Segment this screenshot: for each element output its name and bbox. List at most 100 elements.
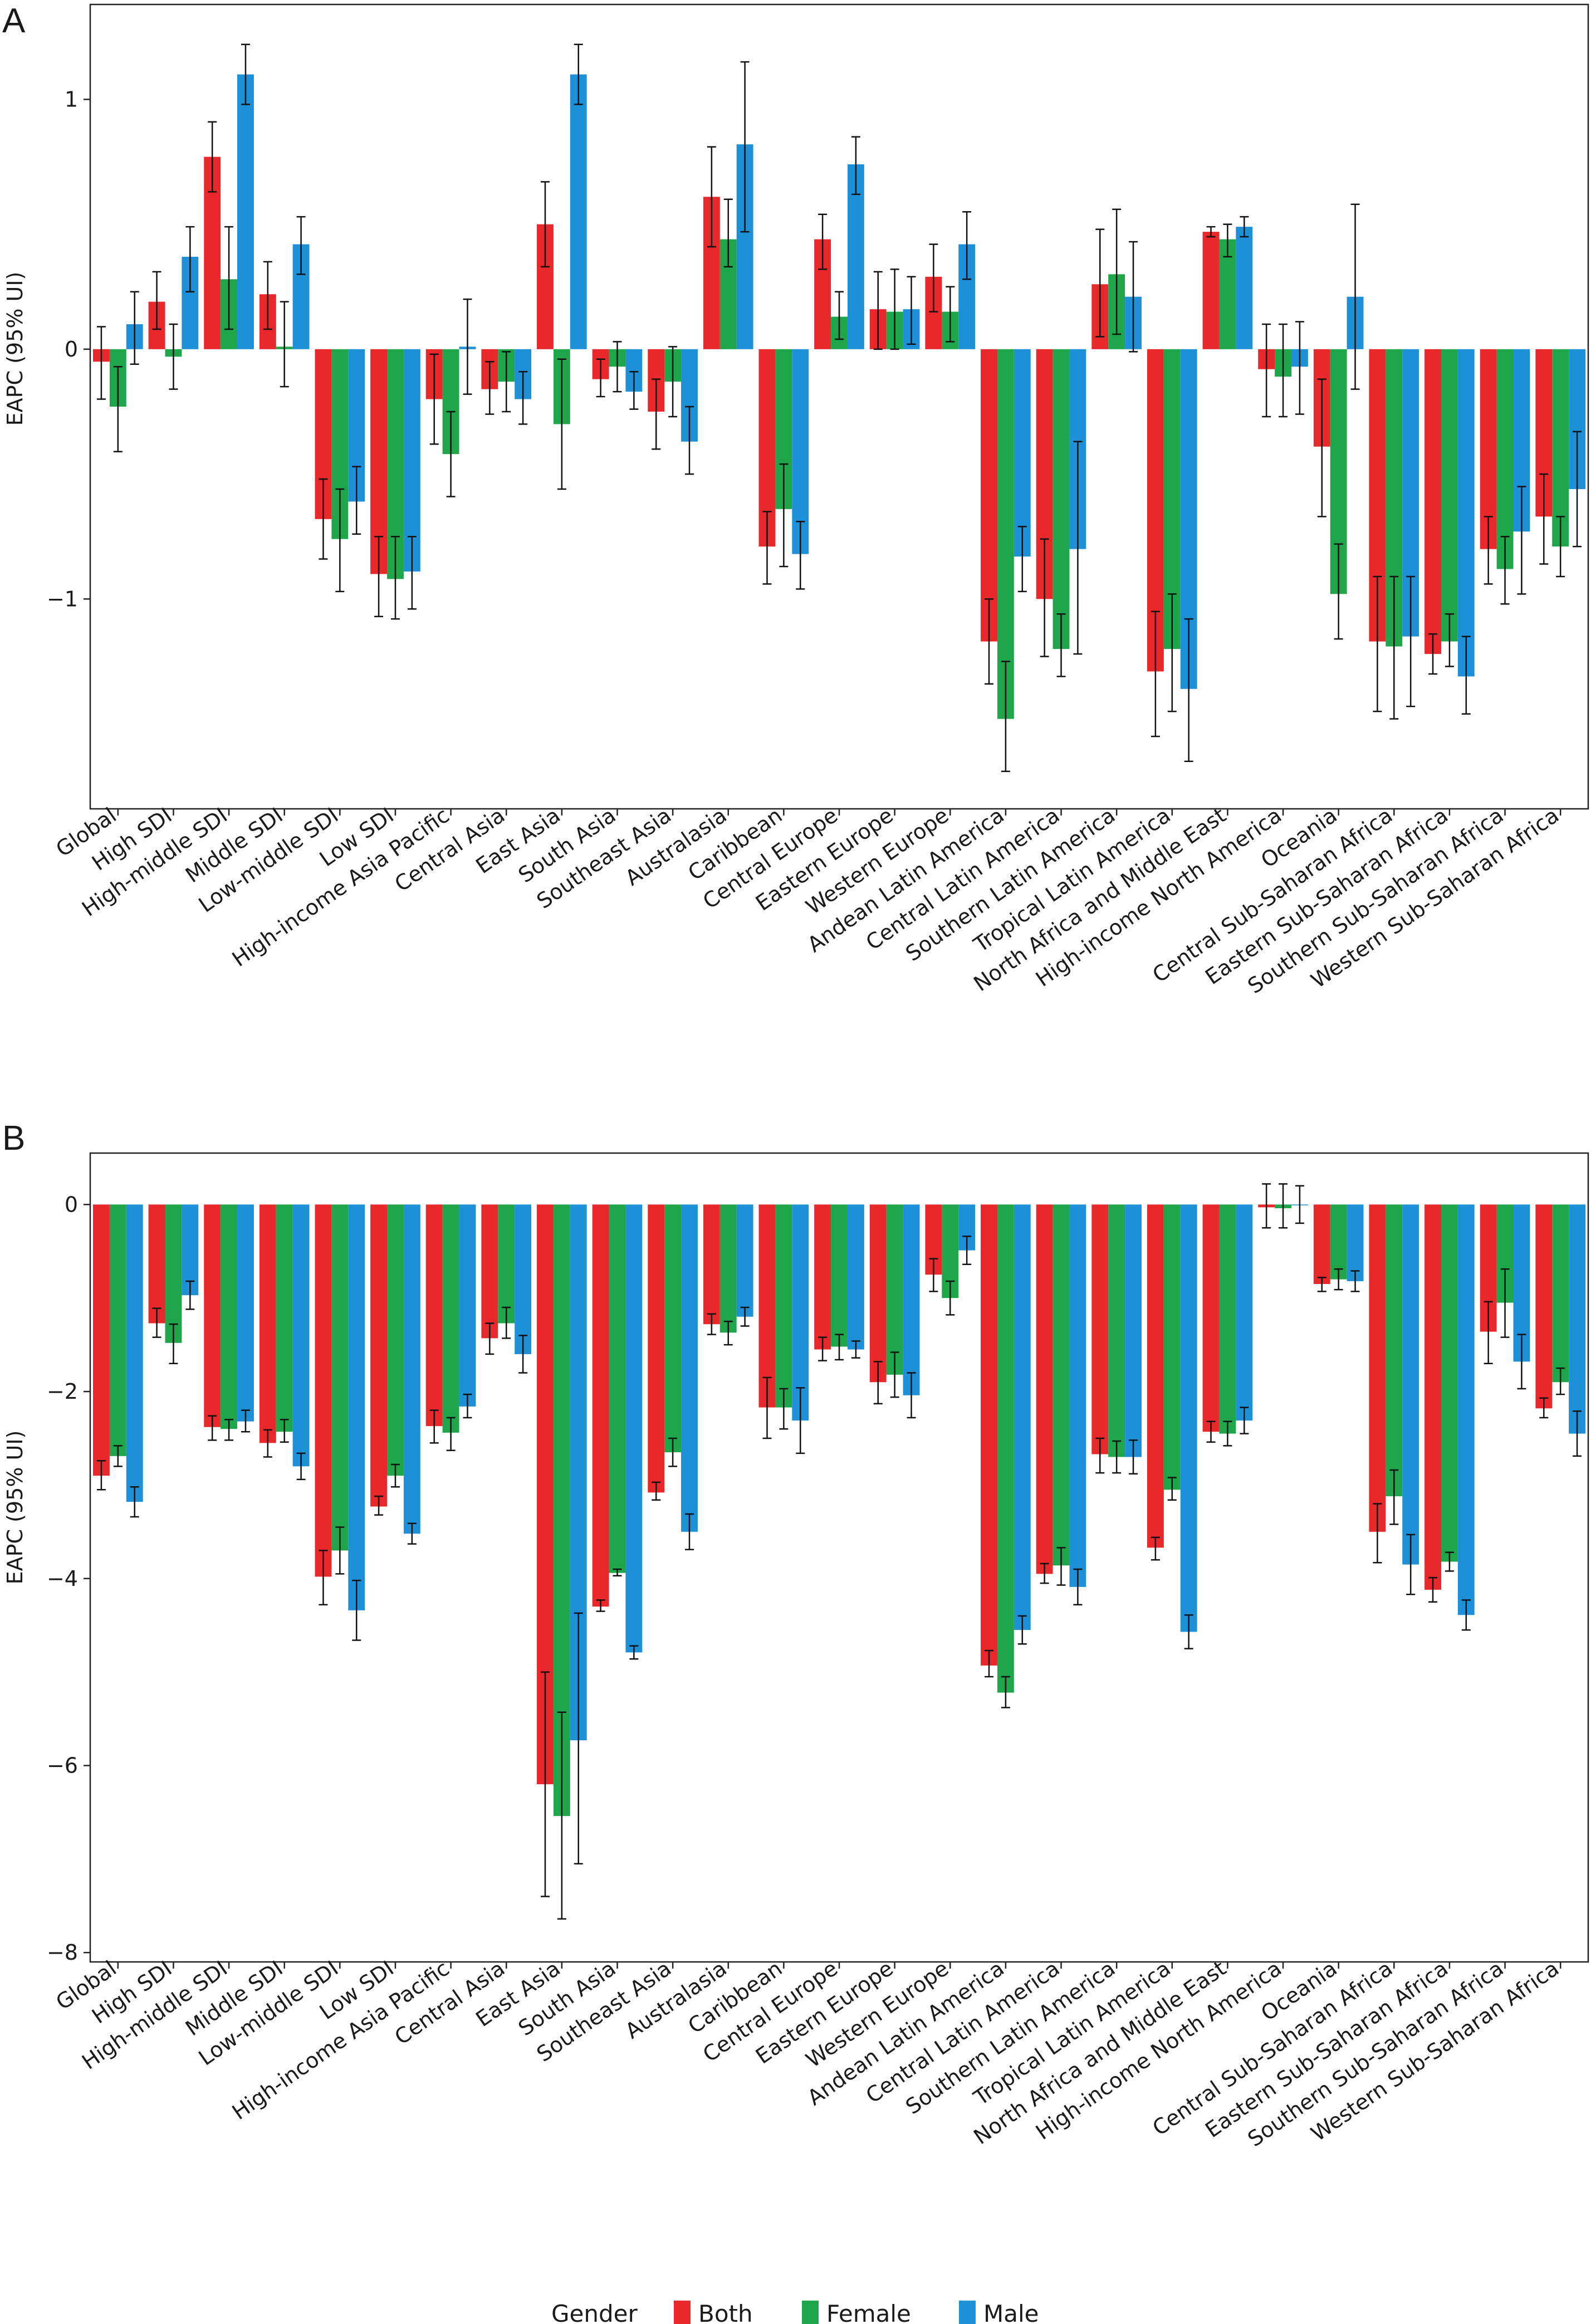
error-bar-both-high-income-asia-pacific — [429, 353, 439, 445]
error-bar-both-high-middle-sdi — [208, 121, 217, 193]
error-bar-female-australasia — [723, 198, 733, 268]
error-bar-female-high-sdi — [169, 323, 178, 390]
error-bar-both-oceania — [1317, 1277, 1326, 1292]
bar-both-south-asia — [592, 1204, 609, 1607]
error-bar-both-western-sub-saharan-africa — [1539, 473, 1549, 565]
legend-label-both: Both — [698, 2300, 753, 2324]
error-bar-female-southern-sub-saharan-africa — [1500, 1268, 1510, 1338]
y-tick-label-a: 0 — [65, 337, 78, 362]
error-bar-male-tropical-latin-america — [1184, 618, 1193, 763]
bar-male-central-asia — [515, 1204, 532, 1354]
error-bar-female-andean-latin-america — [1001, 1676, 1010, 1708]
error-bar-female-high-income-asia-pacific — [446, 411, 456, 497]
bar-male-high-middle-sdi — [237, 74, 254, 349]
error-bar-both-north-africa-and-middle-east — [1206, 226, 1216, 238]
bar-male-western-sub-saharan-africa — [1569, 1204, 1586, 1434]
error-bar-both-central-sub-saharan-africa — [1373, 575, 1382, 712]
error-bar-both-eastern-sub-saharan-africa — [1428, 1576, 1438, 1603]
error-bar-female-middle-sdi — [280, 301, 289, 388]
bar-male-caribbean — [792, 349, 809, 554]
bar-both-central-latin-america — [1036, 1204, 1053, 1574]
bar-both-eastern-sub-saharan-africa — [1424, 1204, 1441, 1590]
error-bar-female-high-middle-sdi — [224, 1419, 234, 1441]
error-bar-both-andean-latin-america — [985, 598, 993, 685]
error-bar-male-low-sdi — [407, 1522, 417, 1545]
error-bar-female-central-asia — [502, 1306, 511, 1339]
bar-male-australasia — [736, 1204, 753, 1317]
error-bar-both-australasia — [707, 146, 716, 248]
error-bar-male-western-sub-saharan-africa — [1573, 1410, 1582, 1457]
error-bar-male-east-asia — [574, 1612, 583, 1864]
error-bar-male-eastern-sub-saharan-africa — [1461, 636, 1471, 715]
error-bar-male-global — [130, 291, 139, 365]
error-bar-male-caribbean — [796, 521, 805, 590]
error-bar-both-southern-latin-america — [1095, 228, 1105, 338]
error-bar-female-eastern-sub-saharan-africa — [1445, 1551, 1454, 1572]
error-bar-female-low-sdi — [390, 535, 400, 620]
bar-female-southern-sub-saharan-africa — [1496, 349, 1514, 569]
y-tick-label-b: 0 — [65, 1192, 78, 1217]
error-bar-male-oceania — [1350, 203, 1360, 390]
bar-both-low-middle-sdi — [315, 1204, 332, 1577]
error-bar-female-high-income-north-america — [1279, 1183, 1288, 1229]
error-bar-female-central-latin-america — [1056, 1547, 1066, 1586]
error-bar-male-central-latin-america — [1073, 1568, 1083, 1606]
error-bar-male-north-africa-and-middle-east — [1240, 1407, 1249, 1434]
error-bar-female-south-asia — [613, 341, 622, 393]
error-bar-female-andean-latin-america — [1001, 661, 1010, 772]
error-bar-both-central-asia — [485, 361, 495, 415]
error-bar-both-southern-latin-america — [1095, 1437, 1105, 1474]
error-bar-both-high-income-north-america — [1262, 1183, 1271, 1229]
error-bar-both-south-asia — [596, 1599, 605, 1612]
bar-both-eastern-europe — [869, 1204, 887, 1383]
error-bar-both-southeast-asia — [652, 1481, 661, 1501]
error-bar-both-high-income-north-america — [1262, 323, 1271, 418]
error-bar-female-high-income-asia-pacific — [446, 1417, 456, 1452]
bar-female-global — [109, 1204, 126, 1456]
error-bar-both-tropical-latin-america — [1151, 1536, 1160, 1561]
error-bar-female-high-sdi — [169, 1323, 178, 1364]
error-bar-male-oceania — [1350, 1270, 1360, 1292]
bar-both-low-sdi — [370, 1204, 388, 1507]
error-bar-male-high-sdi — [185, 1280, 195, 1310]
y-tick-label-b: −2 — [47, 1379, 78, 1404]
error-bar-male-central-europe — [851, 136, 860, 196]
error-bar-female-western-sub-saharan-africa — [1556, 516, 1565, 578]
error-bar-male-south-asia — [629, 370, 639, 410]
error-bar-male-high-income-north-america — [1295, 1185, 1304, 1224]
bar-male-low-sdi — [403, 1204, 420, 1534]
bar-male-high-sdi — [182, 1204, 199, 1296]
bar-female-low-middle-sdi — [331, 1204, 349, 1551]
bar-both-tropical-latin-america — [1147, 1204, 1164, 1548]
error-bar-female-eastern-europe — [890, 268, 899, 350]
error-bar-male-middle-sdi — [296, 216, 306, 275]
bar-both-andean-latin-america — [981, 349, 997, 642]
error-bar-female-north-africa-and-middle-east — [1223, 223, 1232, 258]
bar-male-oceania — [1347, 1204, 1364, 1281]
bar-both-global — [92, 1204, 110, 1476]
error-bar-both-high-income-asia-pacific — [429, 1409, 439, 1444]
error-bar-both-high-sdi — [152, 271, 161, 330]
bar-both-southern-latin-america — [1091, 1204, 1109, 1454]
bar-male-central-europe — [847, 1204, 864, 1350]
bar-female-central-asia — [498, 1204, 515, 1324]
bar-male-low-sdi — [403, 349, 420, 572]
legend-title: Gender — [551, 2300, 638, 2324]
error-bar-female-tropical-latin-america — [1167, 1477, 1177, 1501]
error-bar-both-andean-latin-america — [985, 1649, 993, 1678]
error-bar-both-tropical-latin-america — [1151, 611, 1160, 738]
error-bar-male-southeast-asia — [685, 406, 694, 475]
error-bar-male-south-asia — [629, 1645, 639, 1660]
error-bar-male-high-income-asia-pacific — [463, 1393, 472, 1419]
error-bar-both-oceania — [1317, 378, 1326, 517]
bar-female-andean-latin-america — [997, 1204, 1014, 1693]
bar-female-north-africa-and-middle-east — [1219, 239, 1236, 349]
bar-male-caribbean — [792, 1204, 809, 1421]
bar-female-central-sub-saharan-africa — [1386, 1204, 1403, 1497]
error-bar-both-middle-sdi — [263, 1429, 272, 1458]
error-bar-both-middle-sdi — [263, 261, 272, 330]
bar-female-south-asia — [609, 1204, 626, 1573]
error-bar-both-western-europe — [929, 243, 938, 313]
error-bar-male-low-middle-sdi — [352, 1579, 361, 1641]
bar-female-middle-sdi — [276, 1204, 293, 1432]
